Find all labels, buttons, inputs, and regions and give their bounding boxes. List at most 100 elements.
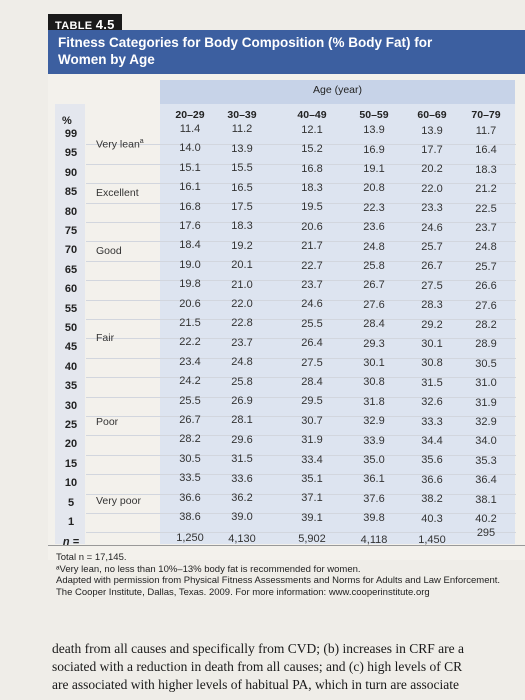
percentile-label: 85 [64, 186, 78, 199]
row-divider [86, 396, 516, 398]
table-cell: 11.4 [179, 123, 201, 135]
title-band [48, 30, 525, 74]
table-cell: 37.6 [363, 492, 385, 505]
table-cell: 29.5 [301, 395, 323, 408]
source-line-1: Adapted with permission from Physical Fi… [56, 575, 501, 586]
table-cell: 36.2 [231, 492, 253, 504]
table-cell: 21.2 [475, 183, 497, 196]
table-cell: 30.8 [363, 376, 385, 389]
percentile-column-band [55, 104, 85, 544]
table-cell: 31.0 [475, 377, 497, 390]
table-cell: 26.7 [179, 414, 201, 426]
table-cell: 22.7 [301, 259, 323, 272]
table-cell: 17.6 [179, 220, 201, 232]
table-cell: 19.2 [231, 239, 253, 252]
n-value: 5,902 [298, 533, 326, 546]
table-cell: 20.2 [421, 163, 443, 176]
percentile-label: 99 [64, 128, 78, 140]
percentile-label: 50 [64, 322, 78, 334]
age-header: Age (year) [312, 84, 363, 96]
table-cell: 33.6 [231, 472, 253, 485]
n-value: 1,450 [418, 534, 446, 546]
table-number: 4.5 [95, 17, 115, 32]
percentile-header: % [62, 115, 72, 127]
table-cell: 23.7 [475, 222, 497, 234]
table-cell: 39.0 [231, 511, 253, 524]
row-divider [86, 183, 516, 185]
row-divider [86, 513, 516, 514]
table-cell: 16.1 [179, 181, 201, 194]
table-cell: 16.5 [231, 181, 253, 194]
table-cell: 31.8 [363, 395, 385, 408]
table-cell: 38.1 [475, 493, 497, 506]
body-line: sociated with a reduction in death from … [52, 659, 463, 674]
n-label: n = [62, 536, 80, 549]
table-cell: 20.8 [363, 182, 385, 195]
row-divider [86, 260, 516, 262]
table-cell: 33.4 [301, 453, 323, 466]
table-cell: 35.3 [475, 454, 497, 467]
row-divider [86, 144, 516, 146]
age-column-header: 60–69 [417, 109, 447, 121]
table-cell: 23.7 [301, 279, 323, 291]
footnote-a: ᵃVery lean, no less than 10%–13% body fa… [56, 563, 361, 575]
row-divider [86, 241, 516, 243]
table-cell: 28.9 [475, 338, 497, 351]
table-cell: 32.9 [363, 415, 385, 428]
table-cell: 26.4 [301, 337, 323, 350]
row-divider [86, 435, 516, 437]
table-cell: 22.2 [179, 336, 201, 349]
age-column-header: 30–39 [227, 109, 257, 121]
table-cell: 26.9 [231, 395, 253, 407]
fitness-category-label: Poor [96, 415, 119, 428]
table-cell: 40.2 [475, 513, 497, 525]
body-text: death from all causes and specifically f… [52, 640, 525, 694]
table-cell: 16.8 [179, 200, 201, 213]
percentile-label: 70 [64, 244, 78, 257]
table-cell: 36.1 [363, 473, 385, 486]
table-cell: 23.4 [179, 355, 201, 368]
table-cell: 35.0 [363, 454, 385, 466]
table-cell: 28.1 [231, 414, 253, 427]
body-line: are associated with higher levels of hab… [52, 677, 460, 692]
data-column-band [160, 104, 515, 544]
table-cell: 28.3 [421, 299, 443, 312]
table-cell: 24.2 [179, 375, 201, 388]
table-cell: 24.8 [363, 240, 385, 253]
table-cell: 14.0 [179, 142, 201, 155]
table-cell: 20.1 [231, 259, 253, 272]
table-cell: 17.7 [421, 144, 443, 156]
table-cell: 22.8 [231, 317, 253, 330]
fitness-category-label: Very poor [96, 495, 141, 508]
table-cell: 20.6 [179, 297, 201, 310]
table-cell: 21.7 [301, 240, 323, 253]
table-cell: 16.9 [363, 143, 385, 156]
table-cell: 22.3 [363, 201, 385, 214]
row-divider [86, 357, 516, 359]
table-cell: 22.0 [231, 298, 253, 310]
table-cell: 27.5 [421, 279, 443, 292]
row-divider [86, 319, 516, 320]
table-cell: 24.6 [421, 221, 443, 234]
percentile-label: 25 [64, 419, 78, 431]
fitness-category-label: Good [96, 245, 122, 258]
table-cell: 31.9 [475, 396, 497, 409]
n-value: 295 [476, 527, 496, 540]
row-divider [86, 163, 516, 165]
table-cell: 18.3 [231, 220, 253, 233]
percentile-label: 35 [64, 380, 78, 393]
fitness-category-label: Very leana [96, 138, 144, 151]
table-cell: 15.2 [301, 143, 323, 156]
table-cell: 34.0 [475, 435, 497, 448]
table-cell: 38.2 [421, 493, 443, 506]
percentile-label: 15 [64, 457, 78, 470]
row-divider [86, 222, 516, 223]
table-cell: 32.9 [475, 416, 497, 428]
n-value: 4,130 [228, 532, 256, 545]
table-cell: 30.5 [475, 357, 497, 370]
table-cell: 16.4 [475, 144, 497, 157]
n-row-divider [48, 545, 525, 546]
table-cell: 25.8 [363, 260, 385, 272]
table-cell: 30.7 [301, 414, 323, 427]
n-value: 1,250 [176, 532, 204, 545]
